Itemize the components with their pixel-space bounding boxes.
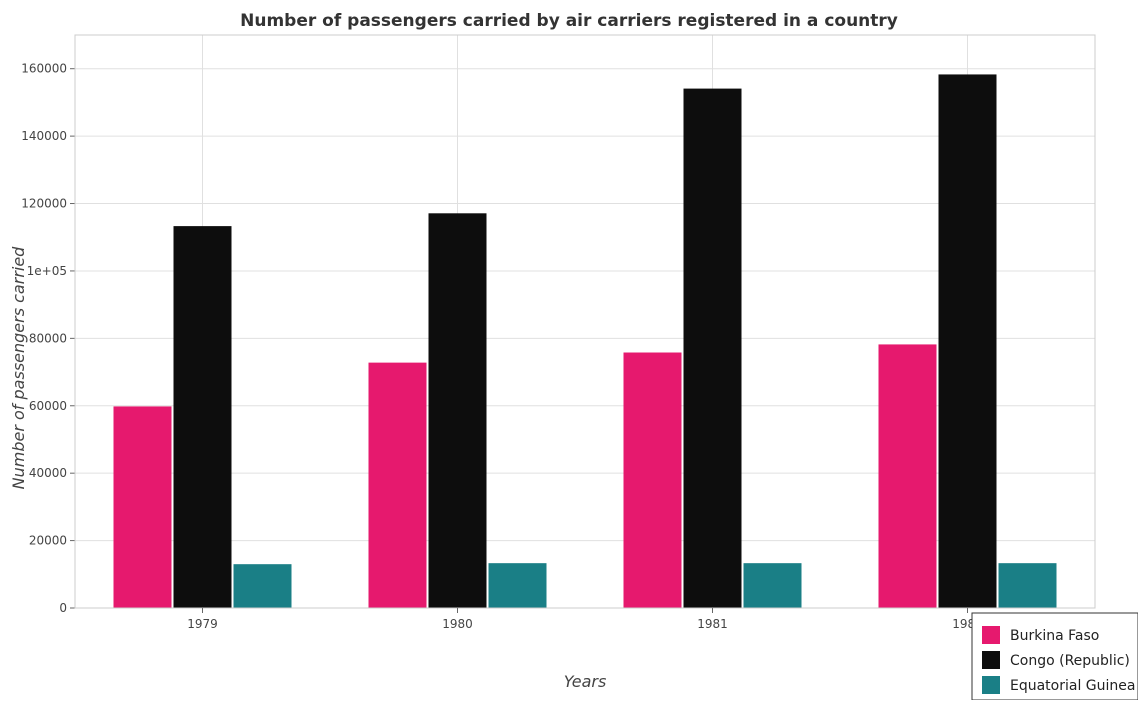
- y-tick-label: 140000: [21, 129, 67, 143]
- bar-burkina-faso-1982: [878, 344, 937, 608]
- legend-label: Burkina Faso: [1010, 628, 1099, 644]
- bar-equatorial-guinea-1980: [488, 563, 547, 608]
- bar-burkina-faso-1980: [368, 362, 427, 608]
- bar-equatorial-guinea-1981: [743, 563, 802, 608]
- bars: [113, 74, 1057, 609]
- y-tick-label: 20000: [29, 534, 67, 548]
- legend-swatch: [982, 676, 1000, 694]
- x-tick-label: 1980: [442, 617, 473, 631]
- x-tick-label: 1979: [187, 617, 218, 631]
- x-axis-label: Years: [564, 672, 607, 691]
- y-tick-label: 40000: [29, 466, 67, 480]
- y-axis-label: Number of passengers carried: [9, 246, 28, 490]
- legend-label: Equatorial Guinea: [1010, 678, 1135, 694]
- y-tick-label: 160000: [21, 62, 67, 76]
- plot-frame: [74, 34, 1096, 609]
- chart-title: Number of passengers carried by air carr…: [240, 11, 898, 31]
- y-tick-label: 80000: [29, 331, 67, 345]
- bar-congo-republic--1979: [173, 226, 232, 608]
- bar-equatorial-guinea-1982: [998, 563, 1057, 608]
- legend-swatch: [982, 626, 1000, 644]
- legend: Burkina Faso Congo (Republic) Equatorial G…: [971, 612, 1138, 701]
- y-tick-label: 120000: [21, 197, 67, 211]
- legend-swatch: [982, 651, 1000, 669]
- bar-congo-republic--1980: [428, 213, 487, 608]
- y-tick-label: 1e+05: [27, 264, 67, 278]
- bar-congo-republic--1981: [683, 88, 742, 609]
- bar-congo-republic--1982: [938, 74, 997, 608]
- bar-equatorial-guinea-1979: [233, 564, 292, 608]
- bar-burkina-faso-1981: [623, 352, 682, 608]
- bar-burkina-faso-1979: [113, 406, 172, 608]
- y-tick-label: 60000: [29, 399, 67, 413]
- x-tick-label: 1981: [697, 617, 728, 631]
- y-tick-label: 0: [59, 601, 67, 615]
- legend-label: Congo (Republic): [1010, 653, 1130, 669]
